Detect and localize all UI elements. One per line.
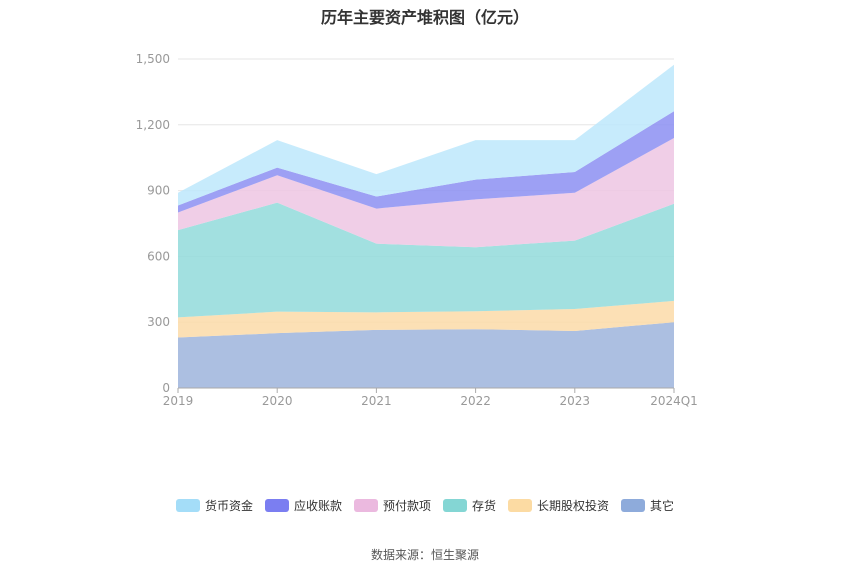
legend-label: 应收账款 <box>293 499 342 513</box>
y-tick-label: 1,200 <box>136 118 170 132</box>
x-tick-label: 2019 <box>163 394 194 408</box>
y-tick-label: 0 <box>162 381 170 395</box>
legend-item-inventory[interactable]: 存货 <box>443 497 496 514</box>
x-tick-label: 2020 <box>262 394 293 408</box>
legend-item-prepayments[interactable]: 预付款项 <box>353 497 431 514</box>
legend-swatch <box>175 499 200 512</box>
legend-item-equity-investment[interactable]: 长期股权投资 <box>508 497 609 514</box>
x-tick-label: 2021 <box>361 394 392 408</box>
legend-label: 存货 <box>472 499 497 513</box>
legend-swatch <box>443 499 467 512</box>
chart-title: 历年主要资产堆积图（亿元） <box>320 8 529 27</box>
area-存货 <box>178 202 674 318</box>
legend-item-other[interactable]: 其它 <box>621 497 674 514</box>
legend-label: 长期股权投资 <box>537 499 610 513</box>
data-source: 数据来源：恒生聚源 <box>370 548 479 562</box>
y-tick-label: 1,500 <box>136 52 170 66</box>
legend-swatch <box>508 499 533 512</box>
area-货币资金 <box>178 64 674 206</box>
legend-swatch <box>353 499 378 512</box>
legend-label: 货币资金 <box>204 499 253 513</box>
legend: 货币资金 应收账款 预付款项 存货 长期股权投资 其它 <box>0 497 850 514</box>
area-长期股权投资 <box>178 300 674 338</box>
legend-item-receivables[interactable]: 应收账款 <box>264 497 342 514</box>
legend-item-cash[interactable]: 货币资金 <box>175 497 253 514</box>
area-series <box>178 64 674 388</box>
y-tick-label: 900 <box>147 184 170 198</box>
axes: 0 300 600 900 1,200 1,500 2019 2020 2021 2022 2023… <box>136 52 698 408</box>
x-tick-label: 2024Q1 <box>650 394 698 408</box>
area-其它 <box>178 322 674 388</box>
legend-swatch <box>264 499 289 512</box>
x-tick-label: 2023 <box>560 394 591 408</box>
area-应收账款 <box>178 111 674 213</box>
legend-label: 预付款项 <box>382 499 431 513</box>
y-tick-label: 300 <box>147 315 170 329</box>
legend-label: 其它 <box>650 499 675 513</box>
x-tick-label: 2022 <box>460 394 491 408</box>
legend-swatch <box>621 499 646 512</box>
area-预付款项 <box>178 137 674 248</box>
y-tick-label: 600 <box>147 249 170 263</box>
